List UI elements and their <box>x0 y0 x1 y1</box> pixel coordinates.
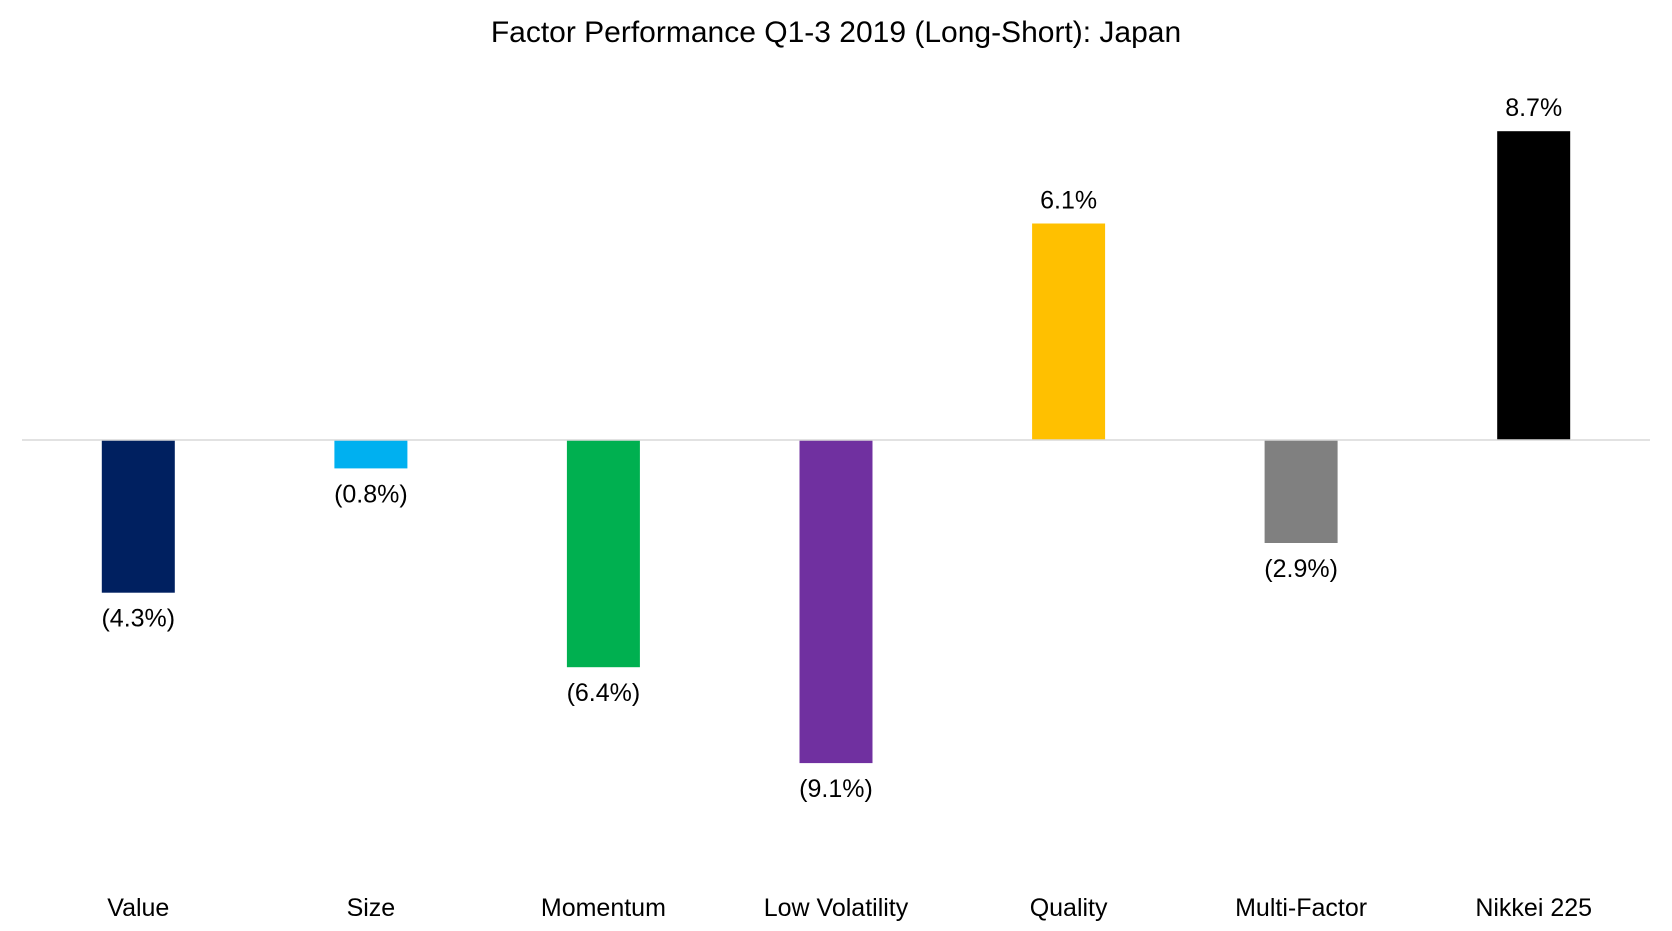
category-label: Nikkei 225 <box>1475 894 1592 922</box>
data-label: (6.4%) <box>567 679 641 707</box>
category-label: Size <box>347 894 396 922</box>
bar-multi-factor <box>1264 440 1338 543</box>
data-label: (4.3%) <box>101 605 175 633</box>
bar-size <box>334 440 408 469</box>
data-label: (0.8%) <box>334 480 408 508</box>
bar-value <box>101 440 175 593</box>
chart-title: Factor Performance Q1-3 2019 (Long-Short… <box>490 16 1182 49</box>
category-label: Low Volatility <box>764 894 909 922</box>
data-label: 8.7% <box>1505 94 1562 122</box>
data-label: (2.9%) <box>1264 555 1338 583</box>
category-label: Quality <box>1030 894 1108 922</box>
bar-nikkei-225 <box>1497 131 1571 440</box>
labels-layer: (4.3%) (0.8%) (6.4%) (9.1%) 6.1% (2.9%) 8.7% <box>101 94 1562 803</box>
category-label: Value <box>107 894 169 922</box>
data-label: (9.1%) <box>799 775 873 803</box>
data-label: 6.1% <box>1040 187 1097 215</box>
bar-quality <box>1032 223 1106 440</box>
category-labels-layer: Value Size Momentum Low Volatility Quality Mu… <box>107 894 1592 922</box>
bars-layer <box>101 131 1571 764</box>
category-label: Multi-Factor <box>1235 894 1367 922</box>
bar-momentum <box>566 440 640 668</box>
bar-low-volatility <box>799 440 873 764</box>
category-label: Momentum <box>541 894 666 922</box>
